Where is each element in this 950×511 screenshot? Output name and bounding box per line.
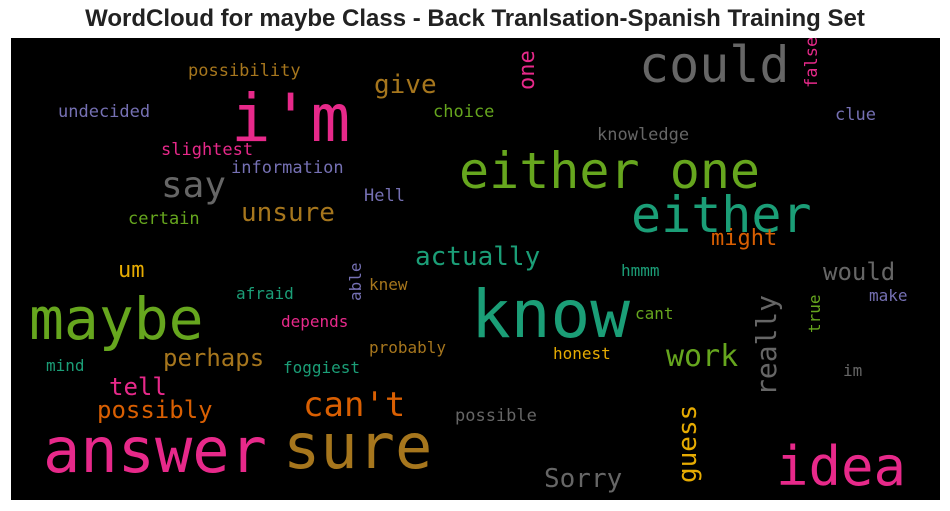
- word-really: really: [750, 294, 783, 396]
- word-one: one: [515, 50, 540, 90]
- word-possible: possible: [455, 406, 537, 426]
- word-would: would: [823, 258, 896, 286]
- word-hell: Hell: [364, 186, 405, 206]
- word-possibly: possibly: [97, 396, 213, 424]
- word-answer: answer: [43, 414, 267, 487]
- word-cant-apostrophe: can't: [303, 385, 406, 425]
- word-either: either: [631, 186, 812, 244]
- word-hmmm: hmmm: [621, 261, 660, 280]
- word-guess: guess: [673, 404, 703, 483]
- word-knew: knew: [369, 275, 408, 294]
- word-depends: depends: [281, 312, 349, 331]
- word-perhaps: perhaps: [163, 344, 265, 372]
- word-know: know: [471, 276, 630, 353]
- word-might: might: [711, 226, 778, 251]
- word-cloud: i'm could either one either know maybe a…: [11, 38, 940, 500]
- word-unsure: unsure: [241, 198, 335, 228]
- word-im: im: [843, 361, 863, 380]
- word-say: say: [161, 165, 227, 206]
- word-im-contraction: i'm: [231, 80, 351, 157]
- word-cant: cant: [635, 304, 674, 323]
- word-actually: actually: [415, 242, 541, 272]
- word-could: could: [639, 38, 790, 94]
- word-clue: clue: [835, 105, 876, 125]
- word-probably: probably: [369, 338, 447, 357]
- word-afraid: afraid: [236, 284, 294, 303]
- word-idea: idea: [776, 435, 907, 498]
- word-information: information: [231, 158, 344, 178]
- word-tell: tell: [109, 373, 167, 401]
- word-foggiest: foggiest: [283, 358, 361, 377]
- word-honest: honest: [553, 344, 611, 363]
- word-work: work: [666, 339, 739, 374]
- word-um: um: [118, 258, 145, 283]
- word-maybe: maybe: [29, 285, 204, 353]
- word-sure: sure: [283, 410, 433, 483]
- word-either-one: either one: [459, 142, 761, 200]
- word-undecided: undecided: [58, 102, 151, 122]
- word-give: give: [374, 70, 437, 100]
- word-true: true: [805, 294, 824, 333]
- word-make: make: [869, 286, 908, 305]
- word-certain: certain: [128, 209, 200, 229]
- word-slightest: slightest: [161, 140, 254, 160]
- word-possibility: possibility: [188, 61, 301, 81]
- word-knowledge: knowledge: [597, 125, 690, 145]
- chart-title: WordCloud for maybe Class - Back Tranlsa…: [85, 5, 865, 32]
- word-false: false: [802, 38, 822, 88]
- word-choice: choice: [433, 102, 495, 122]
- word-sorry: Sorry: [544, 464, 623, 494]
- word-mind: mind: [46, 356, 85, 375]
- word-able: able: [346, 262, 365, 301]
